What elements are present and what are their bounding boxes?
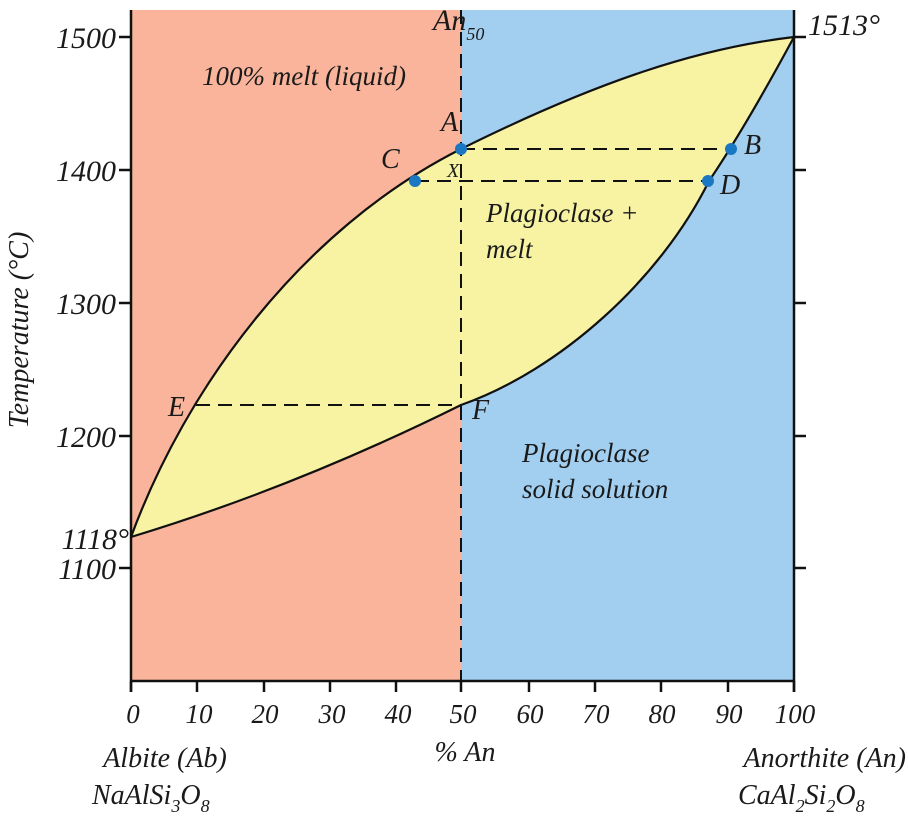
point-D-marker [702, 175, 714, 187]
point-F-label: F [471, 395, 490, 426]
point-A-marker [455, 143, 467, 155]
svg-text:60: 60 [517, 699, 545, 729]
svg-text:40: 40 [385, 699, 413, 729]
albite-melting-point-label: 1118° [61, 523, 129, 556]
y-tick-label: 1400 [56, 155, 116, 188]
y-axis-title: Temperature (°C) [4, 232, 35, 429]
anorthite-melting-point-label: 1513° [808, 9, 880, 42]
x-tick-labels: 0 10 20 30 40 50 60 70 80 90 100 [126, 699, 816, 729]
y-tick-label: 1200 [56, 421, 116, 454]
two-phase-lens [131, 37, 794, 537]
y-tick-label: 1500 [56, 22, 116, 55]
point-E-label: E [167, 392, 185, 423]
svg-text:70: 70 [583, 699, 611, 729]
svg-text:50: 50 [450, 699, 478, 729]
svg-text:80: 80 [649, 699, 677, 729]
svg-text:0: 0 [126, 699, 140, 729]
point-B-marker [725, 143, 737, 155]
x-axis-title: % An [435, 737, 496, 768]
point-D-label: D [719, 170, 740, 201]
point-C-marker [409, 175, 421, 187]
point-X-label: X [446, 160, 460, 182]
liquid-region-label: 100% melt (liquid) [202, 61, 406, 91]
solid-region-label: Plagioclase solid solution [521, 438, 668, 504]
svg-text:90: 90 [716, 699, 744, 729]
svg-text:10: 10 [186, 699, 214, 729]
y-ticks-right [794, 35, 806, 570]
albite-name: Albite (Ab) [101, 743, 227, 774]
y-ticks-left [119, 35, 131, 570]
albite-formula: NaAlSi3O8 [91, 780, 210, 816]
y-tick-label: 1100 [58, 553, 116, 586]
svg-text:30: 30 [318, 699, 347, 729]
point-C-label: C [381, 144, 400, 175]
svg-text:100: 100 [775, 699, 816, 729]
liquidus-curve [129, 35, 795, 538]
y-tick-label: 1300 [56, 288, 116, 321]
svg-text:20: 20 [252, 699, 280, 729]
solidus-curve [130, 36, 795, 539]
an50-label: An50 [431, 4, 484, 44]
anorthite-formula: CaAl2Si2O8 [738, 780, 865, 816]
point-A-label: A [439, 107, 459, 138]
point-B-label: B [744, 130, 761, 161]
anorthite-name: Anorthite (An) [741, 743, 906, 774]
two-phase-region-label: Plagioclase + melt [485, 198, 645, 264]
x-ticks [129, 681, 796, 692]
